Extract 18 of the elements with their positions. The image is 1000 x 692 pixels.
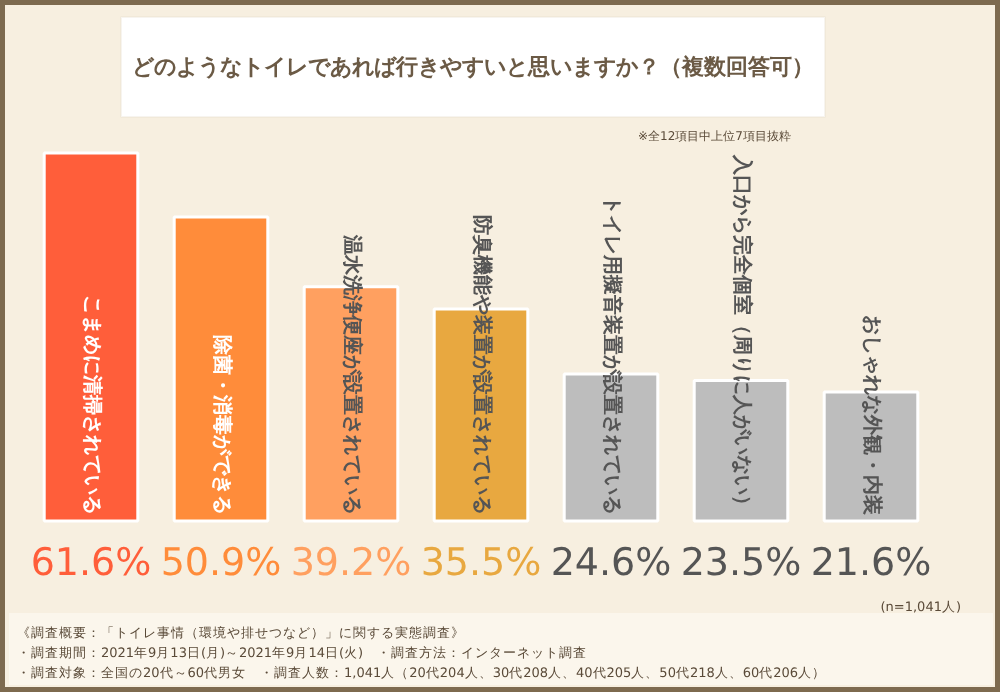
data-label: 50.9% xyxy=(160,541,282,585)
x-tick-label: こまめに清掃されている xyxy=(80,295,104,515)
x-tick-label: 除菌・消毒ができる xyxy=(210,335,234,515)
x-tick-label: おしゃれな外観・内装 xyxy=(860,315,884,517)
bar xyxy=(42,151,140,523)
x-tick-label: 入口から完全個室（周りに人がいない） xyxy=(730,153,754,515)
data-label: 23.5% xyxy=(680,541,802,585)
chart-title: どのようなトイレであれば行きやすいと思いますか？（複数回答可） xyxy=(132,54,814,80)
data-label: 21.6% xyxy=(810,541,932,585)
bar xyxy=(172,215,270,523)
x-tick-label: トイレ用擬音装置が設置されている xyxy=(600,195,624,515)
x-tick-label: 防臭機能や装置が設置されている xyxy=(470,215,494,515)
data-label: 39.2% xyxy=(290,541,412,585)
data-label: 35.5% xyxy=(420,541,542,585)
bar xyxy=(692,379,790,523)
x-tick-label: 温水洗浄便座が設置されている xyxy=(340,233,364,515)
data-label: 24.6% xyxy=(550,541,672,585)
data-label: 61.6% xyxy=(30,541,152,585)
